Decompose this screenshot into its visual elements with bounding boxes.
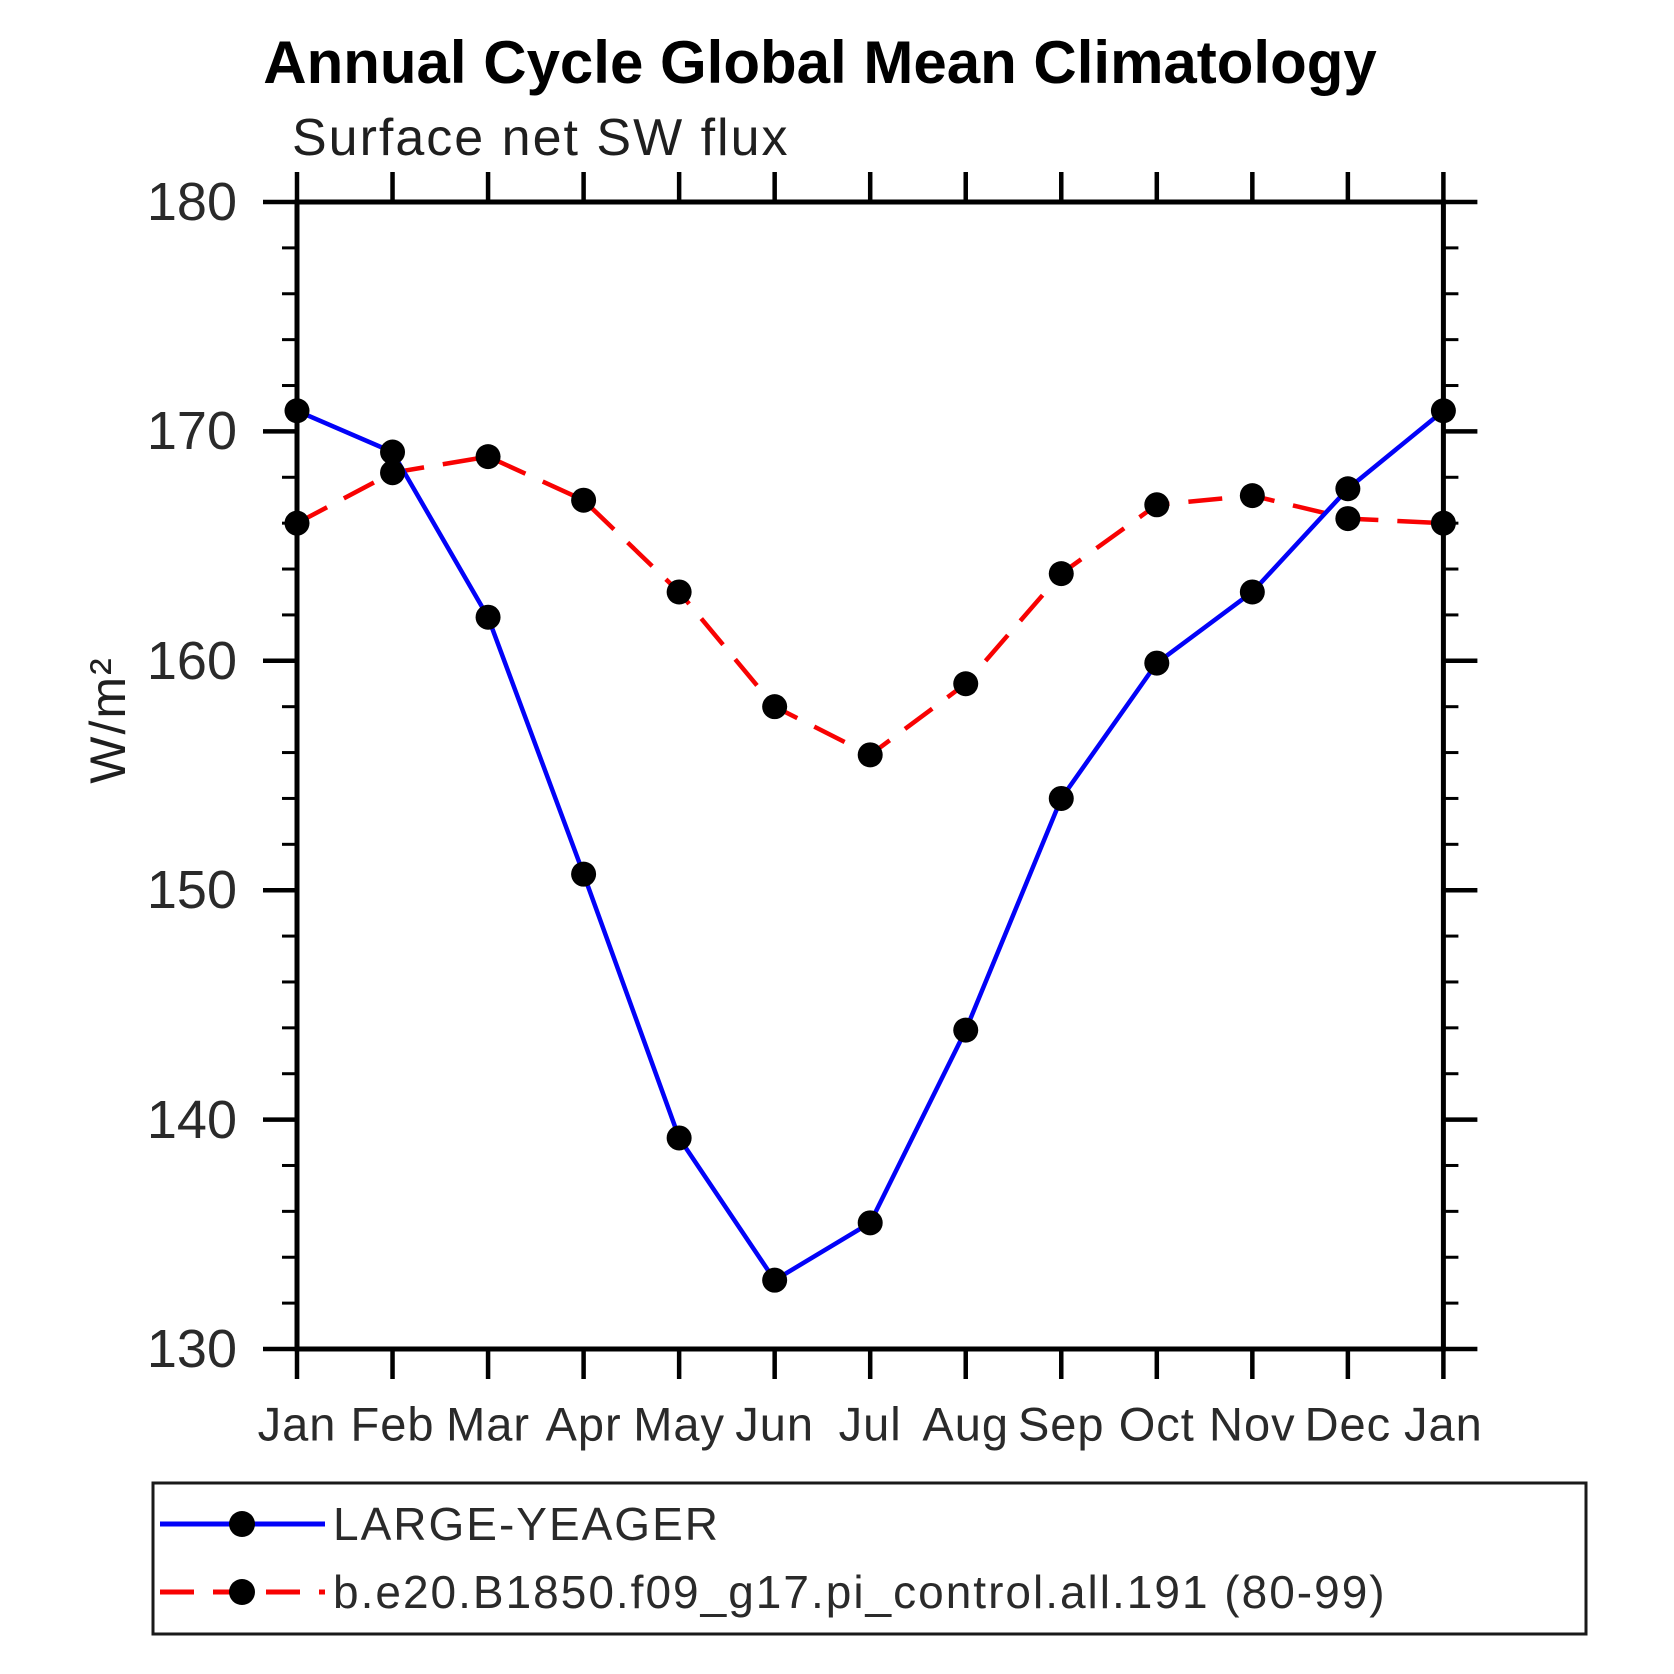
series-line-large-yeager <box>296 408 1445 1283</box>
y-tick-label-150: 150 <box>146 860 237 921</box>
y-tick-label-160: 160 <box>146 630 237 691</box>
plot-frame <box>294 199 1446 1352</box>
legend-sample-marker-large-yeager <box>229 1511 255 1537</box>
data-point-b-e20-b1850-f09-g17-pi-control-all-191-8-jan-12 <box>1430 510 1456 536</box>
data-point-large-yeager-may-4 <box>666 1125 692 1151</box>
legend-label-large-yeager: LARGE-YEAGER <box>333 1498 720 1550</box>
data-point-large-yeager-dec-11 <box>1335 476 1361 502</box>
data-point-b-e20-b1850-f09-g17-pi-control-all-191-8-dec-11 <box>1335 506 1361 532</box>
data-point-b-e20-b1850-f09-g17-pi-control-all-191-8-apr-3 <box>571 487 597 513</box>
data-point-large-yeager-nov-10 <box>1239 579 1265 605</box>
data-point-large-yeager-jul-6 <box>857 1210 883 1236</box>
legend-sample-marker-b-e20-b1850-f09-g17-pi-control-all-191-8 <box>229 1579 255 1605</box>
x-tick-label-6-jul: Jul <box>838 1397 902 1451</box>
legend-box <box>151 1481 1588 1636</box>
x-tick-label-8-sep: Sep <box>1017 1397 1105 1451</box>
y-tick-label-140: 140 <box>146 1089 237 1150</box>
x-tick-label-10-nov: Nov <box>1209 1397 1296 1451</box>
data-point-large-yeager-mar-2 <box>475 604 501 630</box>
data-point-b-e20-b1850-f09-g17-pi-control-all-191-8-jul-6 <box>857 742 883 768</box>
data-point-large-yeager-apr-3 <box>571 861 597 887</box>
x-tick-label-0-jan: Jan <box>257 1397 337 1451</box>
y-tick-label-130: 130 <box>146 1319 237 1379</box>
x-tick-label-9-oct: Oct <box>1118 1397 1195 1451</box>
data-point-large-yeager-sep-8 <box>1048 785 1074 811</box>
data-point-b-e20-b1850-f09-g17-pi-control-all-191-8-mar-2 <box>475 444 501 470</box>
x-tick-label-4-may: May <box>633 1397 726 1451</box>
series-line-b-e20-b1850-f09-g17-pi-control-all-191-8 <box>295 454 1444 758</box>
chart-subtitle: Surface net SW flux <box>292 109 790 167</box>
x-tick-label-3-apr: Apr <box>545 1397 622 1451</box>
data-point-b-e20-b1850-f09-g17-pi-control-all-191-8-jan-0 <box>284 510 310 536</box>
data-point-b-e20-b1850-f09-g17-pi-control-all-191-8-may-4 <box>666 579 692 605</box>
data-point-b-e20-b1850-f09-g17-pi-control-all-191-8-feb-1 <box>380 460 406 486</box>
data-point-large-yeager-aug-7 <box>953 1017 979 1043</box>
data-point-large-yeager-oct-9 <box>1144 650 1170 676</box>
y-tick-label-180: 180 <box>146 172 237 232</box>
x-tick-label-5-jun: Jun <box>735 1397 815 1451</box>
data-point-b-e20-b1850-f09-g17-pi-control-all-191-8-jun-5 <box>762 694 788 720</box>
data-point-b-e20-b1850-f09-g17-pi-control-all-191-8-aug-7 <box>953 671 979 697</box>
data-point-b-e20-b1850-f09-g17-pi-control-all-191-8-oct-9 <box>1144 492 1170 518</box>
data-point-large-yeager-jan-12 <box>1430 398 1456 424</box>
legend-label-model-run: b.e20.B1850.f09_g17.pi_control.all.191 (… <box>333 1566 1387 1618</box>
y-tick-label-170: 170 <box>146 401 237 462</box>
data-point-large-yeager-jun-5 <box>762 1267 788 1293</box>
x-tick-label-12-jan: Jan <box>1404 1397 1483 1451</box>
data-point-large-yeager-feb-1 <box>380 439 406 465</box>
x-tick-label-7-aug: Aug <box>922 1397 1010 1451</box>
data-point-large-yeager-jan-0 <box>284 398 310 424</box>
data-point-b-e20-b1850-f09-g17-pi-control-all-191-8-nov-10 <box>1239 483 1265 509</box>
data-point-b-e20-b1850-f09-g17-pi-control-all-191-8-sep-8 <box>1048 561 1074 587</box>
x-tick-label-1-feb: Feb <box>350 1397 435 1451</box>
x-tick-label-2-mar: Mar <box>446 1397 531 1451</box>
x-tick-label-11-dec: Dec <box>1304 1397 1392 1451</box>
chart-title: Annual Cycle Global Mean Climatology <box>263 29 1377 96</box>
